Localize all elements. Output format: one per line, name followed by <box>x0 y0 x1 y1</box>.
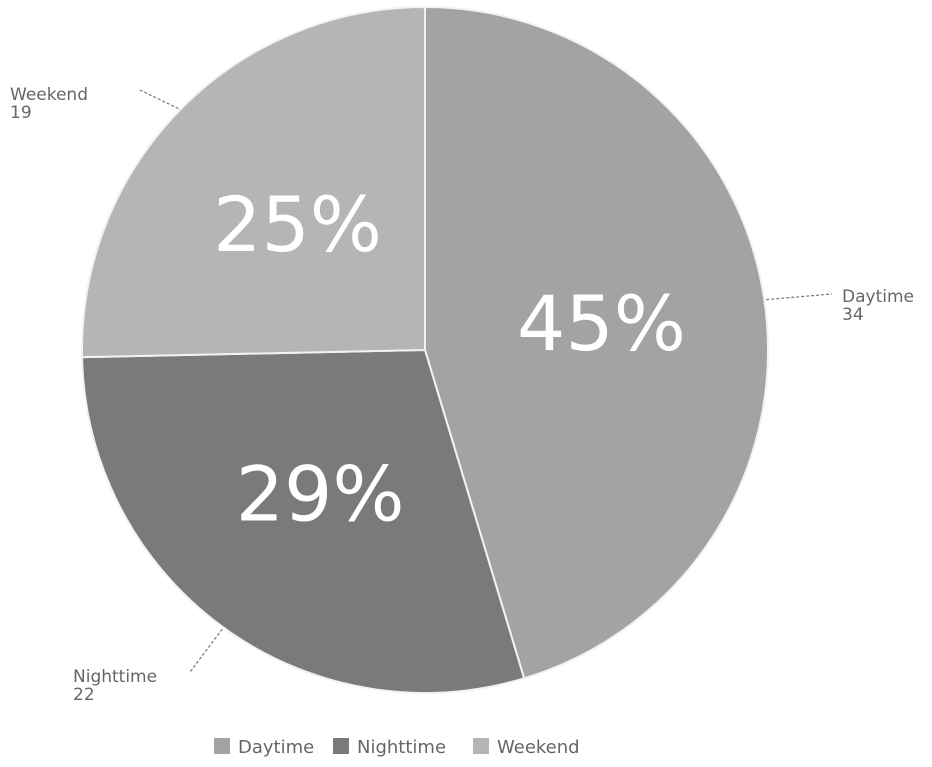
pie-slices <box>81 5 769 694</box>
outer-label-value-weekend: 19 <box>10 103 32 123</box>
percent-label-weekend: 25% <box>213 180 382 269</box>
outer-label-value-nighttime: 22 <box>73 685 95 705</box>
leader-line-daytime <box>766 293 833 301</box>
pie-slice-daytime[interactable] <box>424 5 769 680</box>
legend-label-weekend: Weekend <box>497 737 580 758</box>
legend-item-daytime[interactable]: Daytime <box>214 737 314 758</box>
legend-item-weekend[interactable]: Weekend <box>473 737 580 758</box>
legend: Daytime Nighttime Weekend <box>214 737 580 758</box>
percent-labels: 45% 29% 25% <box>213 180 686 538</box>
outer-label-value-daytime: 34 <box>842 305 864 325</box>
legend-swatch-daytime <box>214 738 230 754</box>
percent-label-daytime: 45% <box>517 279 686 368</box>
pie-slice-weekend[interactable] <box>81 5 426 359</box>
percent-label-nighttime: 29% <box>236 449 405 538</box>
outer-label-name-nighttime: Nighttime <box>73 667 157 687</box>
legend-swatch-weekend <box>473 738 489 754</box>
outer-label-name-weekend: Weekend <box>10 85 88 105</box>
legend-label-daytime: Daytime <box>238 737 314 758</box>
leader-line-nighttime <box>189 628 223 673</box>
leader-line-weekend <box>139 89 179 110</box>
legend-label-nighttime: Nighttime <box>357 737 446 758</box>
pie-slice-nighttime[interactable] <box>81 348 526 694</box>
outer-label-name-daytime: Daytime <box>842 287 914 307</box>
legend-item-nighttime[interactable]: Nighttime <box>333 737 446 758</box>
legend-swatch-nighttime <box>333 738 349 754</box>
